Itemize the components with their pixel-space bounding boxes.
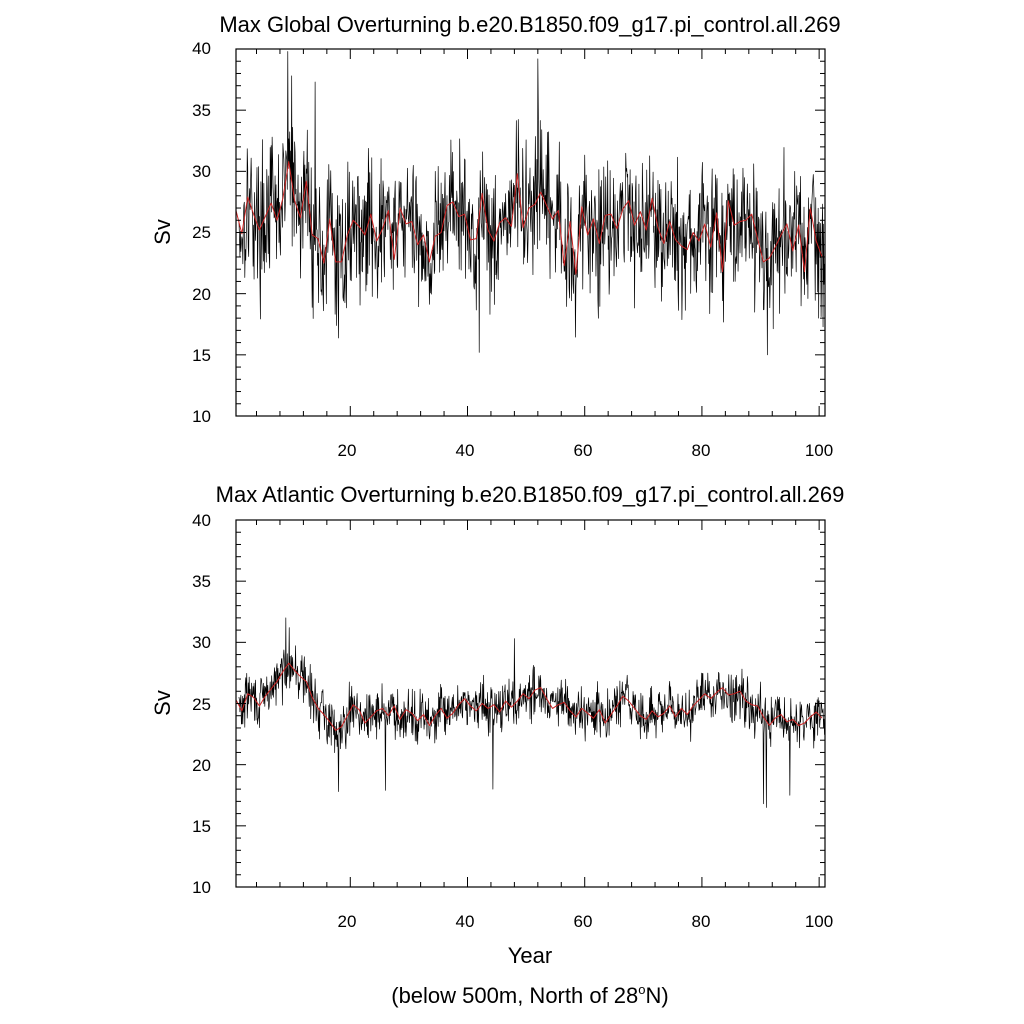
- x-tick-label: 100: [805, 912, 833, 931]
- annual-mean-line: [235, 662, 823, 731]
- atlantic-annual-mean-series: [235, 662, 823, 731]
- monthly-line: [238, 617, 825, 808]
- y-tick-label: 40: [192, 511, 211, 530]
- atlantic-y-axis-label: Sv: [150, 690, 175, 716]
- monthly-line: [238, 51, 825, 356]
- x-tick-label: 20: [338, 441, 357, 460]
- atlantic-plot-frame: [235, 519, 826, 888]
- x-tick-label: 80: [692, 441, 711, 460]
- annual-mean-line: [235, 161, 823, 275]
- atlantic-overturning-panel: Max Atlantic Overturning b.e20.B1850.f09…: [150, 482, 844, 931]
- y-tick-label: 15: [192, 817, 211, 836]
- global-y-tick-labels: 40 35 30 25 20 15 10: [192, 39, 211, 426]
- x-axis-label: Year: [508, 943, 552, 968]
- y-tick-label: 10: [192, 878, 211, 897]
- x-tick-label: 100: [805, 441, 833, 460]
- y-tick-label: 35: [192, 572, 211, 591]
- x-tick-label: 20: [338, 912, 357, 931]
- y-tick-label: 30: [192, 162, 211, 181]
- footnote-tail: N): [646, 983, 669, 1008]
- y-tick-label: 15: [192, 346, 211, 365]
- global-y-axis-label: Sv: [150, 219, 175, 245]
- y-tick-label: 40: [192, 39, 211, 58]
- y-tick-label: 25: [192, 223, 211, 242]
- degree-symbol: o: [638, 982, 645, 997]
- footnote: (below 500m, North of 28oN): [391, 982, 668, 1008]
- atlantic-monthly-series: [238, 617, 825, 808]
- x-tick-label: 60: [574, 912, 593, 931]
- footnote-main: (below 500m, North of 28: [391, 983, 638, 1008]
- atlantic-x-tick-labels: 20 40 60 80 100: [338, 912, 834, 931]
- global-x-tick-labels: 20 40 60 80 100: [338, 441, 834, 460]
- y-tick-label: 20: [192, 285, 211, 304]
- global-minor-ticks: [236, 48, 825, 417]
- atlantic-minor-ticks: [236, 519, 825, 888]
- atlantic-chart-title: Max Atlantic Overturning b.e20.B1850.f09…: [216, 482, 845, 507]
- y-tick-label: 25: [192, 695, 211, 714]
- y-tick-label: 35: [192, 101, 211, 120]
- global-monthly-series: [238, 51, 825, 356]
- x-tick-label: 40: [456, 912, 475, 931]
- x-tick-label: 80: [692, 912, 711, 931]
- y-tick-label: 30: [192, 633, 211, 652]
- x-tick-label: 60: [574, 441, 593, 460]
- y-tick-label: 10: [192, 407, 211, 426]
- global-plot-frame: [235, 48, 826, 417]
- global-annual-mean-series: [235, 161, 823, 275]
- global-overturning-panel: Max Global Overturning b.e20.B1850.f09_g…: [150, 12, 841, 460]
- global-chart-title: Max Global Overturning b.e20.B1850.f09_g…: [219, 12, 840, 37]
- x-tick-label: 40: [456, 441, 475, 460]
- y-tick-label: 20: [192, 756, 211, 775]
- atlantic-y-tick-labels: 40 35 30 25 20 15 10: [192, 511, 211, 897]
